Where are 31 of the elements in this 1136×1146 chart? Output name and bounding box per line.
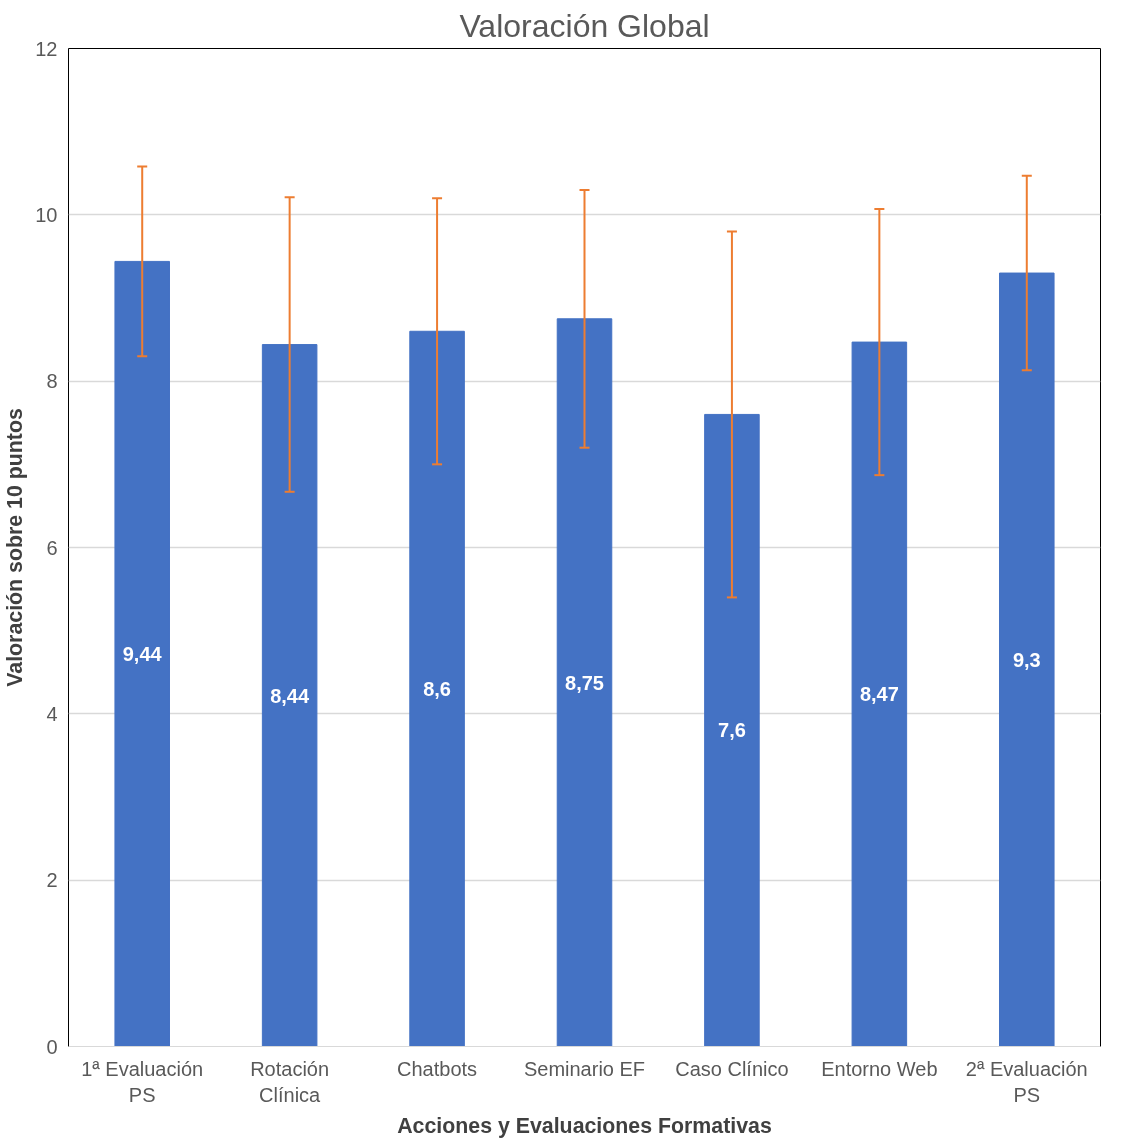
bar bbox=[851, 341, 908, 1047]
bar bbox=[704, 413, 760, 1047]
data-label: 8,6 bbox=[423, 677, 451, 700]
x-tick-label: Caso Clínico bbox=[675, 1057, 789, 1080]
bar bbox=[409, 330, 465, 1047]
data-label: 9,44 bbox=[122, 642, 163, 665]
x-tick-label: 1ª Evaluación PS bbox=[81, 1057, 204, 1106]
y-tick-label: 0 bbox=[46, 1035, 58, 1058]
x-tick-label: Chatbots bbox=[397, 1057, 478, 1080]
data-label: 7,6 bbox=[718, 719, 746, 742]
y-axis-title: Valoración sobre 10 puntos bbox=[3, 408, 28, 687]
x-tick-label: Rotación Clínica bbox=[250, 1057, 330, 1106]
y-tick-label: 2 bbox=[46, 869, 58, 892]
y-tick-label: 10 bbox=[35, 203, 58, 226]
x-tick-label: 2ª Evaluación PS bbox=[965, 1057, 1088, 1106]
y-tick-label: 8 bbox=[46, 370, 58, 393]
bar bbox=[556, 318, 613, 1047]
x-tick-label: Entorno Web bbox=[821, 1057, 938, 1080]
y-tick-label: 4 bbox=[46, 702, 58, 725]
chart-title: Valoración Global bbox=[459, 7, 710, 44]
data-label: 8,44 bbox=[270, 684, 310, 707]
bar bbox=[999, 272, 1055, 1047]
data-label: 8,47 bbox=[859, 683, 899, 706]
bar bbox=[261, 344, 318, 1047]
y-tick-label: 6 bbox=[46, 536, 58, 559]
data-label: 8,75 bbox=[565, 671, 604, 694]
x-tick-label: Seminario EF bbox=[523, 1057, 646, 1080]
data-label: 9,3 bbox=[1012, 648, 1041, 671]
y-tick-label: 12 bbox=[35, 37, 58, 60]
x-axis-title: Acciones y Evaluaciones Formativas bbox=[397, 1113, 772, 1138]
bar bbox=[114, 260, 170, 1047]
